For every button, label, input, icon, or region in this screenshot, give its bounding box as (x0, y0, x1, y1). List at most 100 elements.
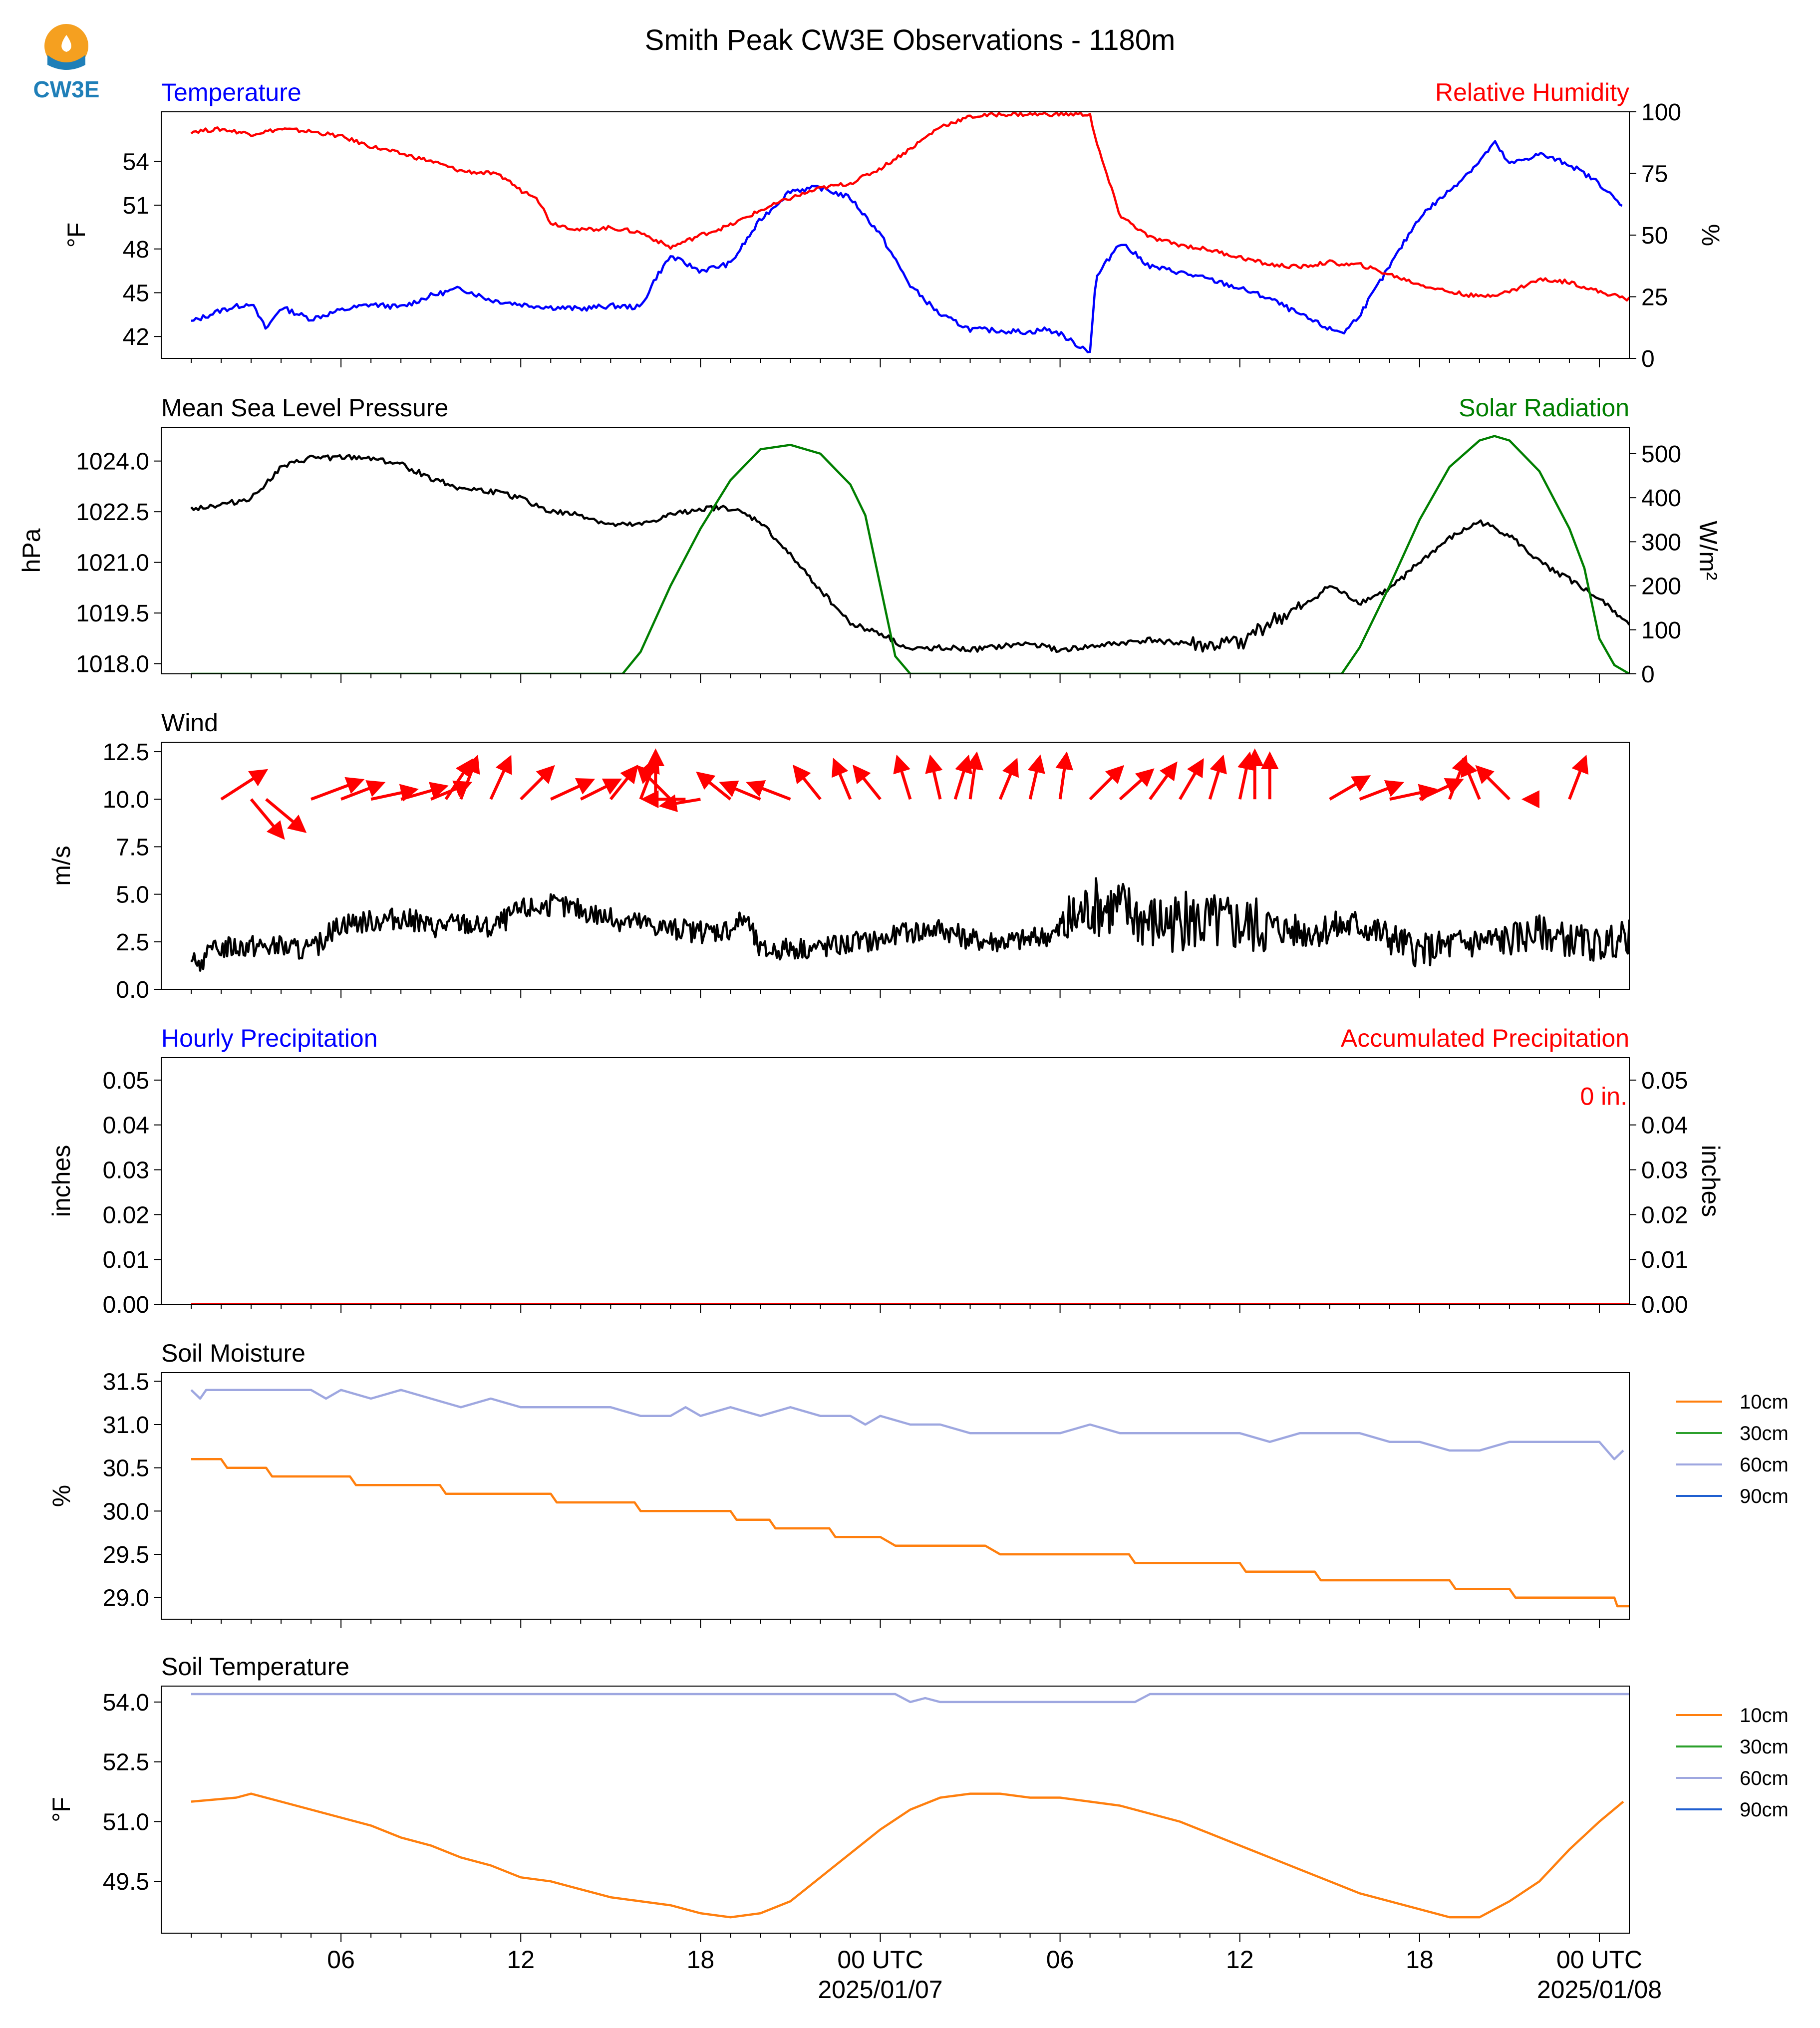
y-tick-label-left: 10.0 (103, 787, 149, 813)
series-line-solar-radiation (191, 435, 1629, 674)
wind-arrow (370, 784, 419, 802)
wind-arrow (265, 798, 307, 833)
wind-arrow (1208, 754, 1227, 800)
wind-arrow (746, 780, 791, 801)
panel-title-left: Temperature (161, 78, 302, 106)
y-tick-label-left: 51.0 (103, 1809, 149, 1835)
y-tick-label-right: 25 (1641, 285, 1668, 311)
y-tick-label-left: 0.03 (103, 1158, 149, 1184)
legend-label: 90cm (1740, 1485, 1789, 1507)
y-tick-label-right: 100 (1641, 99, 1681, 126)
wind-arrow (1389, 784, 1438, 802)
wind-arrow (1027, 754, 1045, 800)
y-tick-label-left: 0.00 (103, 1292, 149, 1318)
legend-label: 90cm (1740, 1799, 1789, 1821)
y-tick-label-right: 100 (1641, 617, 1681, 644)
plot-frame (161, 742, 1630, 990)
y-tick-label-left: 54 (123, 149, 149, 175)
wind-arrow (852, 764, 882, 801)
wind-arrow (1119, 768, 1155, 801)
x-tick-label: 06 (1046, 1946, 1074, 1974)
wind-arrow (792, 764, 822, 801)
wind-arrow (459, 755, 480, 800)
x-tick-label: 12 (507, 1946, 535, 1974)
series-line-60cm (190, 1389, 1624, 1460)
y-tick-label-left: 30.5 (103, 1455, 149, 1482)
y-axis-label-left: % (47, 1485, 75, 1507)
y-tick-label-right: 75 (1641, 161, 1668, 188)
x-tick-label: 12 (1226, 1946, 1254, 1974)
y-tick-label-left: 29.5 (103, 1542, 149, 1568)
wind-arrow (1237, 751, 1255, 800)
y-tick-label-left: 1021.0 (76, 550, 149, 577)
panel-title-left: Soil Moisture (161, 1339, 305, 1367)
wind-arrow (1359, 780, 1405, 801)
y-tick-label-left: 1019.5 (76, 600, 149, 627)
y-tick-label-right: 0.03 (1641, 1158, 1688, 1184)
wind-arrow (489, 755, 512, 800)
wind-arrow (696, 771, 732, 801)
wind-arrow (250, 798, 285, 840)
y-tick-label-left: 0.01 (103, 1247, 149, 1273)
plot-frame (161, 1686, 1630, 1934)
y-tick-label-left: 1022.5 (76, 499, 149, 526)
wind-arrow (832, 758, 852, 800)
legend-label: 30cm (1740, 1423, 1789, 1445)
wind-arrow (998, 758, 1019, 800)
panel-title-left: Wind (161, 709, 218, 737)
wind-arrow (639, 755, 660, 800)
series-line-mean-sea-level-pressure (190, 454, 1629, 653)
legend-label: 10cm (1740, 1391, 1789, 1413)
wind-arrow (220, 769, 269, 801)
wind-arrow (1475, 765, 1511, 801)
legend-label: 60cm (1740, 1767, 1789, 1789)
y-tick-label-right: 0.05 (1641, 1068, 1688, 1094)
x-tick-label: 18 (1406, 1946, 1434, 1974)
y-tick-label-left: 12.5 (103, 739, 149, 766)
y-tick-label-left: 2.5 (116, 929, 149, 956)
panel-title-right: Solar Radiation (1459, 394, 1629, 422)
panel-precip: Hourly Precipitation Accumulated Precipit… (47, 1024, 1725, 1318)
y-tick-label-right: 0 (1641, 346, 1655, 372)
y-tick-label-left: 31.0 (103, 1412, 149, 1439)
logo-wave-icon (47, 55, 85, 70)
panel-temp_rh: Temperature Relative Humidity 42 45 48 51 54 0 2… (62, 78, 1725, 372)
y-axis-label-right: W/m² (1694, 521, 1722, 580)
wind-arrow (1089, 765, 1125, 801)
y-tick-label-left: 1018.0 (76, 651, 149, 678)
wind-arrow (609, 764, 638, 801)
y-tick-label-left: 0.04 (103, 1113, 149, 1139)
panel-title-left: Hourly Precipitation (161, 1024, 378, 1052)
y-tick-label-left: 52.5 (103, 1749, 149, 1776)
wind-arrow (925, 754, 943, 800)
series-line-10cm (191, 1792, 1624, 1919)
panel-soil_moist: Soil Moisture 29.0 29.5 30.0 30.5 31.0 31.5% 10… (47, 1339, 1789, 1628)
y-tick-label-left: 45 (123, 280, 149, 306)
y-tick-label-left: 7.5 (116, 834, 149, 861)
x-tick-date-label: 2025/01/07 (818, 1976, 942, 2004)
y-tick-label-left: 49.5 (103, 1869, 149, 1895)
page-title: Smith Peak CW3E Observations - 1180m (645, 24, 1176, 56)
logo-drop-icon (61, 35, 71, 52)
y-tick-label-right: 0.04 (1641, 1113, 1688, 1139)
wind-arrow (1568, 755, 1589, 800)
series-line-relative-humidity (190, 112, 1629, 302)
y-axis-label-left: °F (62, 223, 90, 248)
y-tick-label-right: 0 (1641, 661, 1655, 688)
y-tick-label-right: 400 (1641, 485, 1681, 512)
wind-arrow (1055, 751, 1074, 800)
panel-title-left: Soil Temperature (161, 1653, 349, 1681)
wind-arrow (430, 780, 473, 801)
x-tick-label: 06 (327, 1946, 355, 1974)
series-line-10cm (191, 1458, 1629, 1608)
y-tick-label-right: 0.01 (1641, 1247, 1688, 1273)
panel-title-left: Mean Sea Level Pressure (161, 394, 448, 422)
y-tick-label-left: 29.0 (103, 1585, 149, 1612)
y-tick-label-right: 0.02 (1641, 1202, 1688, 1228)
wind-arrow (550, 778, 596, 801)
y-axis-label-left: inches (47, 1145, 75, 1217)
y-tick-label-left: 0.02 (103, 1202, 149, 1228)
y-tick-label-left: 42 (123, 324, 149, 350)
series-line-60cm (191, 1693, 1629, 1704)
